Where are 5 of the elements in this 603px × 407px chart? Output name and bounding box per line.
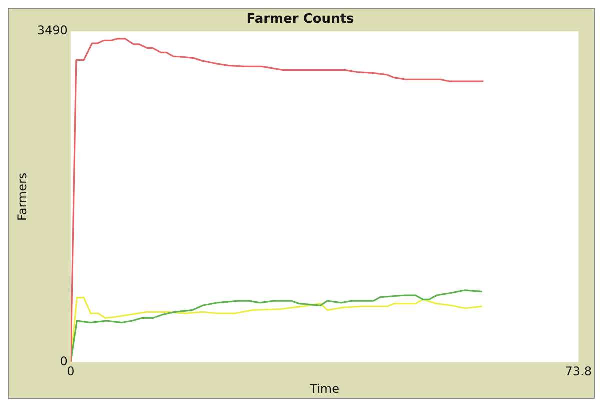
x-tick-label: 73.8 bbox=[565, 364, 592, 379]
x-axis-title: Time bbox=[309, 382, 340, 396]
chart-title: Farmer Counts bbox=[246, 12, 355, 28]
y-axis-title: Farmers bbox=[15, 172, 30, 221]
y-tick-label: 3490 bbox=[37, 24, 68, 38]
